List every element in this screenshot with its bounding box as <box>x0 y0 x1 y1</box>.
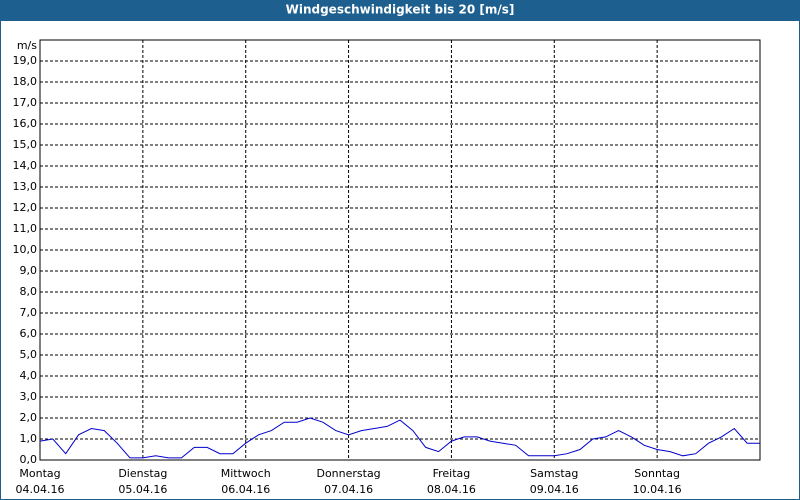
title-bar <box>0 0 800 20</box>
x-tick-label: 10.04.16 <box>633 483 682 496</box>
x-tick-label: Donnerstag <box>316 467 380 480</box>
y-tick-label: 3,0 <box>20 390 38 403</box>
chart-title: Windgeschwindigkeit bis 20 [m/s] <box>286 3 515 17</box>
y-tick-label: 7,0 <box>20 306 38 319</box>
y-tick-label: 5,0 <box>20 348 38 361</box>
y-tick-label: 16,0 <box>13 117 38 130</box>
y-tick-label: 14,0 <box>13 159 38 172</box>
x-tick-label: Sonntag <box>634 467 680 480</box>
y-tick-label: 0,0 <box>20 453 38 466</box>
y-tick-label: 12,0 <box>13 201 38 214</box>
x-tick-label: 09.04.16 <box>530 483 579 496</box>
x-tick-label: 06.04.16 <box>221 483 270 496</box>
data-line <box>39 417 760 459</box>
y-tick-label: 19,0 <box>13 54 38 67</box>
x-tick-label: 07.04.16 <box>324 483 373 496</box>
y-tick-label: 4,0 <box>20 369 38 382</box>
y-tick-label: 8,0 <box>20 285 38 298</box>
y-axis-label: m/s <box>17 39 37 52</box>
x-tick-label: Samstag <box>530 467 578 480</box>
frame <box>0 20 800 500</box>
x-tick-label: Freitag <box>433 467 471 480</box>
y-tick-label: 18,0 <box>13 75 38 88</box>
y-tick-label: 17,0 <box>13 96 38 109</box>
y-tick-label: 13,0 <box>13 180 38 193</box>
x-tick-label: Mittwoch <box>221 467 271 480</box>
y-tick-label: 10,0 <box>13 243 38 256</box>
x-tick-label: Montag <box>19 467 60 480</box>
x-tick-label: Dienstag <box>118 467 167 480</box>
y-tick-label: 2,0 <box>20 411 38 424</box>
y-tick-label: 9,0 <box>20 264 38 277</box>
x-tick-label: 08.04.16 <box>427 483 476 496</box>
y-tick-label: 15,0 <box>13 138 38 151</box>
y-tick-label: 1,0 <box>20 432 38 445</box>
x-tick-label: 05.04.16 <box>118 483 167 496</box>
x-tick-label: 04.04.16 <box>16 483 65 496</box>
y-tick-label: 6,0 <box>20 327 38 340</box>
plot-border <box>39 39 761 461</box>
y-tick-label: 11,0 <box>13 222 38 235</box>
